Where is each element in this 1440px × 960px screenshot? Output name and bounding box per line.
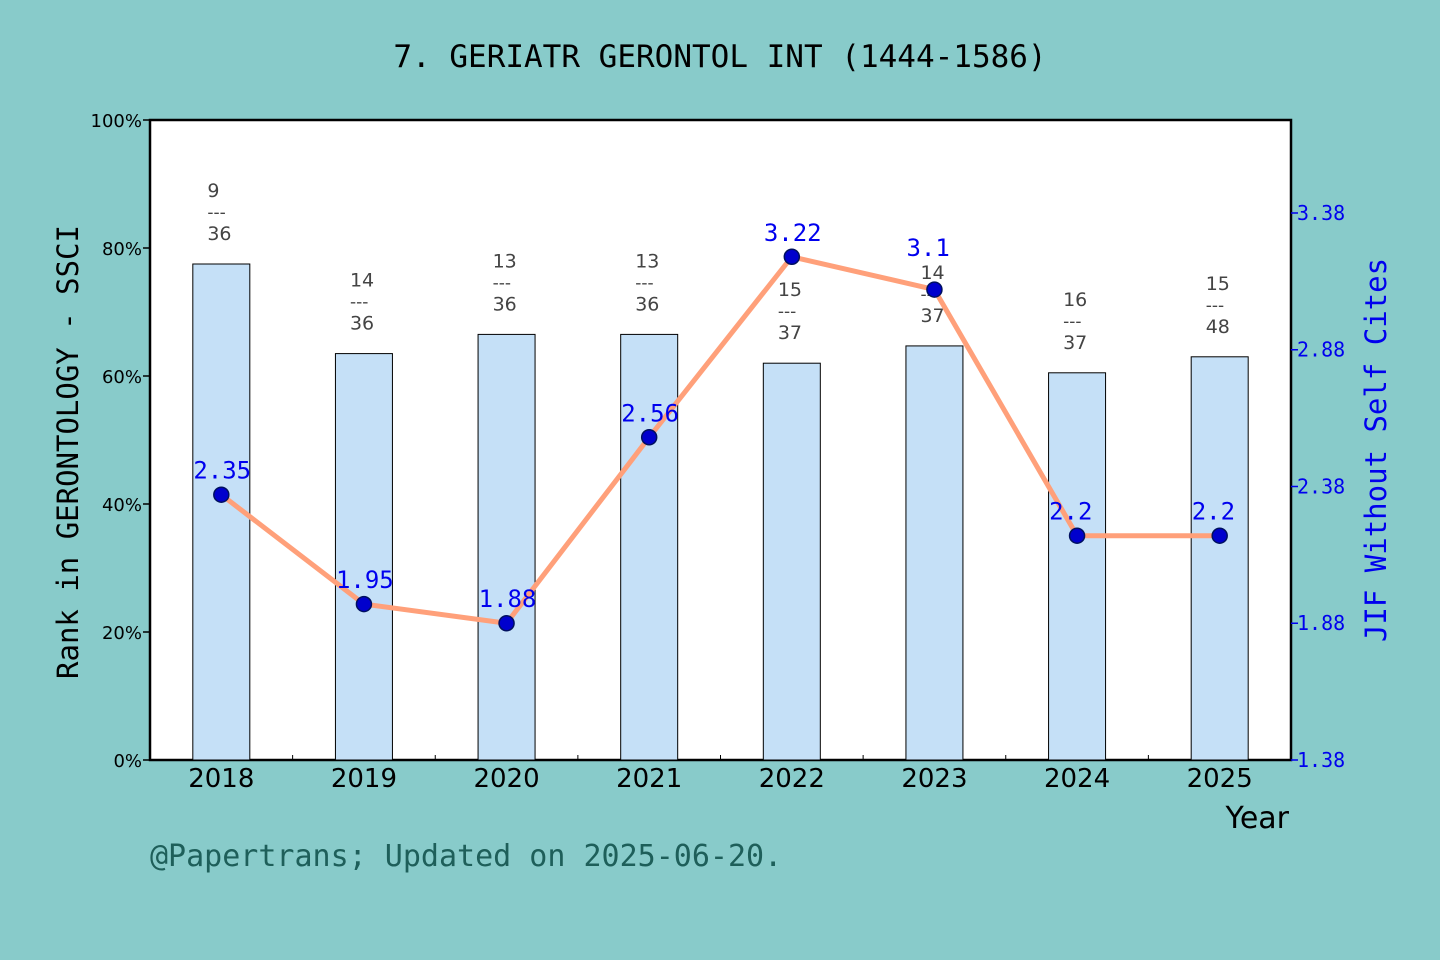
footer-credit: @Papertrans; Updated on 2025-06-20. [150, 839, 782, 874]
rank-label: 14 [350, 270, 374, 292]
x-tick-label: 2019 [331, 764, 397, 794]
rank-label: 14 [920, 262, 944, 284]
bar-2022 [762, 362, 821, 761]
x-tick-label: 2023 [901, 764, 967, 794]
total-label: 36 [207, 223, 231, 245]
rank-label: 13 [493, 250, 517, 272]
line-group: 2.35 1.95 1.88 2.56 3.22 3.1 2.2 2.2 [193, 219, 1235, 632]
jif-point-2021 [640, 429, 658, 446]
rank-divider: --- [1206, 296, 1224, 316]
jif-value-label: 2.56 [621, 399, 679, 427]
left-tick-label: 20% [102, 623, 142, 644]
total-label: 36 [635, 293, 659, 315]
jif-value-label: 2.2 [1192, 498, 1235, 526]
left-tick-label: 60% [102, 367, 142, 388]
rank-label: 16 [1063, 289, 1087, 311]
jif-point-2025 [1211, 527, 1228, 544]
bar-2025 [1190, 356, 1249, 761]
x-tick-label: 2022 [759, 764, 825, 794]
jif-value-label: 3.22 [764, 219, 822, 247]
chart-title: 7. GERIATR GERONTOL INT (1444-1586) [393, 39, 1046, 75]
left-tick-label: 80% [102, 239, 142, 260]
jif-value-label: 1.88 [479, 585, 537, 613]
right-tick-label: 1.38 [1297, 748, 1345, 772]
axes-group: 0% 20% 40% 60% 80% 100% 1.38 1.88 2.38 2.88 3.38 20… [91, 111, 1346, 794]
left-axis-label: Rank in GERONTOLOGY - SSCI [51, 225, 85, 679]
jif-point-2023 [926, 281, 943, 298]
rank-divider: --- [493, 273, 511, 293]
total-label: 36 [493, 293, 517, 315]
jif-value-label: 1.95 [336, 566, 394, 594]
rank-divider: --- [350, 293, 368, 313]
total-label: 37 [778, 322, 802, 344]
jif-point-2024 [1068, 527, 1086, 544]
right-tick-label: 3.38 [1297, 201, 1345, 225]
rank-label: 9 [207, 180, 219, 202]
left-tick-label: 100% [91, 111, 142, 132]
jif-point-2018 [213, 486, 230, 503]
bar-2019 [334, 353, 393, 761]
rank-label: 15 [778, 279, 802, 301]
x-axis-label: Year [1224, 801, 1289, 836]
x-tick-label: 2025 [1187, 764, 1253, 794]
right-tick-label: 2.88 [1297, 338, 1345, 362]
rank-divider: --- [1063, 312, 1081, 332]
bar-2020 [477, 333, 536, 761]
jif-point-2020 [498, 614, 515, 632]
total-label: 36 [350, 313, 374, 335]
bar-2024 [1048, 372, 1107, 761]
rank-divider: --- [207, 203, 225, 223]
rank-divider: --- [635, 273, 653, 293]
bars-group: 9---3614---3613---3613---3615---3714---3… [192, 180, 1249, 761]
x-tick-label: 2018 [188, 764, 254, 794]
rank-label: 15 [1206, 273, 1230, 295]
total-label: 37 [920, 305, 944, 327]
x-tick-label: 2020 [473, 764, 539, 794]
bar-2023 [905, 345, 964, 761]
left-tick-label: 40% [102, 495, 142, 516]
x-tick-label: 2024 [1044, 764, 1110, 794]
rank-label: 13 [635, 250, 659, 272]
total-label: 48 [1206, 316, 1230, 338]
x-tick-label: 2021 [616, 764, 682, 794]
left-tick-label: 0% [113, 751, 142, 772]
jif-value-label: 2.35 [193, 457, 251, 485]
plot-area [148, 118, 1293, 762]
jif-value-label: 3.1 [906, 234, 949, 262]
jif-value-label: 2.2 [1049, 498, 1092, 526]
total-label: 37 [1063, 332, 1087, 354]
jif-line [219, 254, 1220, 626]
rank-divider: --- [778, 302, 796, 322]
jif-point-2019 [355, 595, 373, 613]
right-tick-label: 2.38 [1297, 474, 1345, 498]
jif-point-2022 [783, 248, 801, 266]
right-tick-label: 1.88 [1297, 611, 1345, 635]
bar-2021 [620, 333, 679, 761]
right-axis-label: JIF Without Self Cites [1359, 258, 1393, 642]
